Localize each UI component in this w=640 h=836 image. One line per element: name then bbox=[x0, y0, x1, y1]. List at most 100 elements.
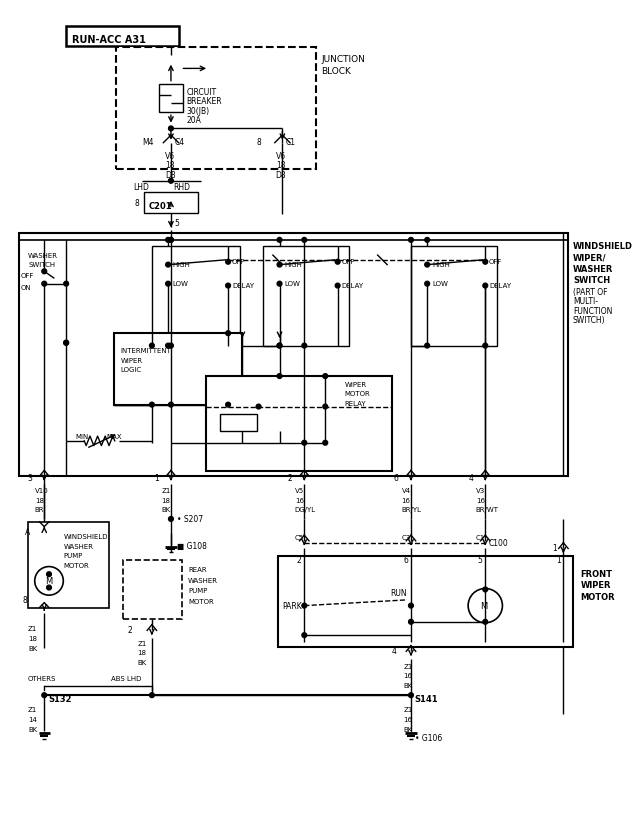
Circle shape bbox=[256, 405, 261, 410]
Text: RHD: RHD bbox=[173, 183, 190, 191]
Circle shape bbox=[168, 517, 173, 522]
Bar bbox=[206, 376, 392, 472]
Text: DELAY: DELAY bbox=[489, 283, 511, 288]
Text: C3: C3 bbox=[401, 534, 411, 540]
Text: OFF: OFF bbox=[232, 258, 245, 264]
Text: Z1: Z1 bbox=[138, 640, 147, 646]
Bar bbox=[124, 560, 182, 619]
Text: RUN-ACC A31: RUN-ACC A31 bbox=[72, 35, 146, 45]
Text: JUNCTION: JUNCTION bbox=[321, 55, 365, 64]
Text: 20A: 20A bbox=[186, 116, 201, 125]
Text: SWITCH: SWITCH bbox=[573, 276, 610, 285]
Circle shape bbox=[168, 344, 173, 349]
Text: S141: S141 bbox=[415, 695, 438, 704]
Bar bbox=[263, 247, 349, 346]
Text: Z1: Z1 bbox=[161, 487, 171, 494]
Circle shape bbox=[323, 441, 328, 446]
Circle shape bbox=[483, 344, 488, 349]
Text: Z1: Z1 bbox=[403, 706, 413, 712]
Circle shape bbox=[302, 344, 307, 349]
Circle shape bbox=[47, 572, 51, 577]
Text: Z1: Z1 bbox=[28, 625, 37, 632]
Text: 16: 16 bbox=[401, 497, 410, 503]
Text: MOTOR: MOTOR bbox=[188, 598, 214, 604]
Text: Z1: Z1 bbox=[403, 663, 413, 669]
Text: M: M bbox=[45, 577, 52, 586]
Text: WIPER: WIPER bbox=[580, 580, 611, 589]
Text: BLOCK: BLOCK bbox=[321, 67, 351, 76]
Circle shape bbox=[483, 284, 488, 288]
Text: 6: 6 bbox=[394, 474, 399, 483]
Circle shape bbox=[47, 585, 51, 590]
Text: V6: V6 bbox=[276, 151, 286, 161]
Circle shape bbox=[425, 263, 429, 268]
Bar bbox=[152, 247, 239, 346]
Text: 16: 16 bbox=[476, 497, 484, 503]
Circle shape bbox=[64, 341, 68, 346]
Circle shape bbox=[483, 260, 488, 265]
Text: V3: V3 bbox=[476, 487, 485, 494]
Text: MOTOR: MOTOR bbox=[344, 390, 370, 397]
Text: 16: 16 bbox=[295, 497, 304, 503]
Bar bbox=[159, 84, 183, 113]
Text: MULTI-: MULTI- bbox=[573, 297, 598, 306]
Text: OFF: OFF bbox=[489, 258, 502, 264]
Text: 18: 18 bbox=[276, 161, 285, 170]
Text: C100: C100 bbox=[489, 538, 509, 548]
Circle shape bbox=[425, 238, 429, 243]
Circle shape bbox=[226, 403, 230, 407]
Bar bbox=[220, 415, 257, 432]
Circle shape bbox=[168, 403, 173, 407]
Text: • S207: • S207 bbox=[177, 515, 203, 524]
Circle shape bbox=[64, 282, 68, 287]
Text: OTHERS: OTHERS bbox=[28, 675, 56, 681]
Text: LOW: LOW bbox=[173, 280, 189, 287]
Circle shape bbox=[425, 344, 429, 349]
Text: HIGH: HIGH bbox=[173, 262, 191, 268]
Text: 8: 8 bbox=[22, 596, 27, 604]
Circle shape bbox=[408, 693, 413, 698]
Text: V6: V6 bbox=[165, 151, 175, 161]
Circle shape bbox=[483, 619, 488, 624]
Text: 4: 4 bbox=[392, 646, 397, 655]
Text: MOTOR: MOTOR bbox=[580, 592, 615, 601]
Circle shape bbox=[168, 127, 173, 131]
Text: 16: 16 bbox=[403, 672, 412, 678]
Text: WINDSHIELD: WINDSHIELD bbox=[63, 533, 108, 539]
Text: MAX: MAX bbox=[106, 434, 122, 440]
Bar bbox=[114, 334, 243, 405]
Text: WIPER: WIPER bbox=[344, 381, 367, 387]
Text: DELAY: DELAY bbox=[342, 283, 364, 288]
Text: BR: BR bbox=[35, 507, 44, 512]
Circle shape bbox=[168, 238, 173, 243]
Bar bbox=[66, 28, 179, 47]
Text: 1: 1 bbox=[154, 474, 159, 483]
Text: CIRCUIT: CIRCUIT bbox=[186, 88, 216, 97]
Circle shape bbox=[302, 604, 307, 609]
Circle shape bbox=[323, 375, 328, 379]
Text: HIGH: HIGH bbox=[284, 262, 302, 268]
Text: OFF: OFF bbox=[20, 273, 34, 278]
Circle shape bbox=[277, 375, 282, 379]
Circle shape bbox=[408, 604, 413, 609]
Text: WINDSHIELD: WINDSHIELD bbox=[573, 242, 633, 251]
Text: PUMP: PUMP bbox=[63, 553, 83, 558]
Text: 2: 2 bbox=[287, 474, 292, 483]
Bar bbox=[116, 48, 316, 171]
Text: ON: ON bbox=[20, 285, 31, 291]
Text: 2: 2 bbox=[127, 625, 132, 635]
Circle shape bbox=[42, 269, 47, 274]
Text: ABS LHD: ABS LHD bbox=[111, 675, 141, 681]
Circle shape bbox=[64, 341, 68, 346]
Text: WASHER: WASHER bbox=[28, 252, 58, 259]
Circle shape bbox=[226, 331, 230, 336]
Text: SWITCH): SWITCH) bbox=[573, 316, 605, 325]
Circle shape bbox=[166, 263, 170, 268]
Circle shape bbox=[408, 238, 413, 243]
Text: C5: C5 bbox=[295, 534, 304, 540]
Text: RUN: RUN bbox=[390, 588, 406, 597]
Circle shape bbox=[277, 282, 282, 287]
Circle shape bbox=[408, 619, 413, 624]
Text: 1: 1 bbox=[556, 556, 561, 565]
Text: BK: BK bbox=[161, 507, 171, 512]
